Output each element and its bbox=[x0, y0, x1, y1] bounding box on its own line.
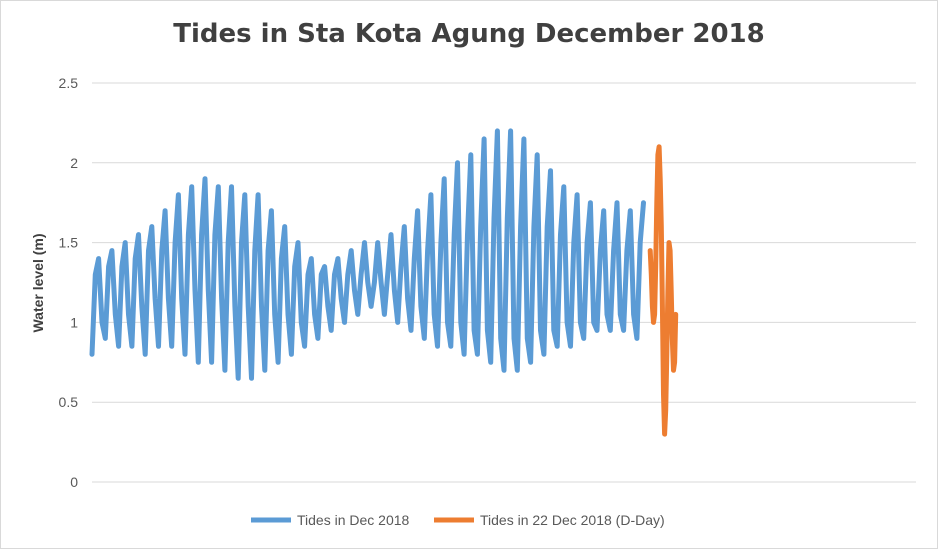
y-tick-label: 2 bbox=[70, 155, 78, 171]
legend-label-dec-2018: Tides in Dec 2018 bbox=[297, 512, 410, 528]
y-tick-label: 0 bbox=[70, 474, 78, 490]
y-tick-label: 2.5 bbox=[59, 75, 79, 91]
legend: Tides in Dec 2018 Tides in 22 Dec 2018 (… bbox=[251, 512, 665, 528]
chart-title: Tides in Sta Kota Agung December 2018 bbox=[173, 19, 765, 49]
y-axis-title: Water level (m) bbox=[30, 233, 46, 332]
y-tick-label: 1.5 bbox=[59, 235, 79, 251]
y-tick-label: 1 bbox=[70, 314, 78, 330]
y-tick-labels: 0 0.5 1 1.5 2 2.5 bbox=[59, 75, 79, 490]
y-tick-label: 0.5 bbox=[59, 394, 79, 410]
series-line-dec-2018 bbox=[89, 128, 646, 381]
series-line-d-day bbox=[647, 144, 679, 437]
legend-label-d-day: Tides in 22 Dec 2018 (D-Day) bbox=[480, 512, 665, 528]
series-lines bbox=[89, 128, 679, 437]
